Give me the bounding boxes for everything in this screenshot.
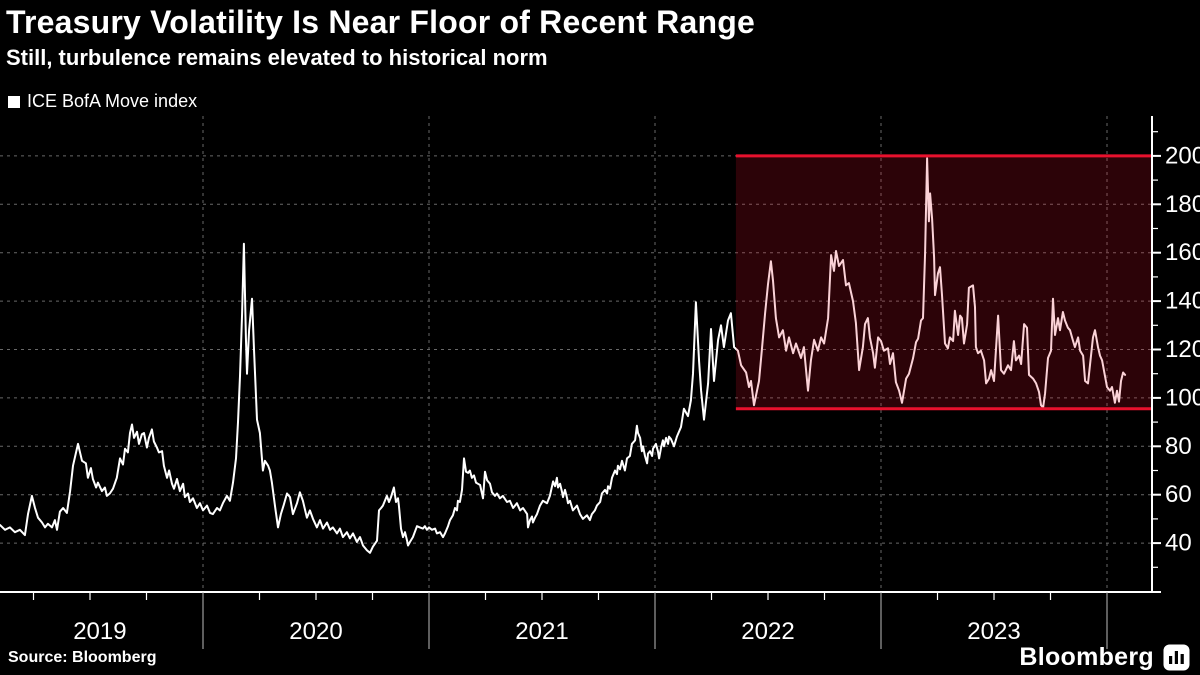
chart-title: Treasury Volatility Is Near Floor of Rec…	[6, 4, 755, 40]
y-axis-tick-label: 60	[1165, 481, 1192, 508]
y-axis-tick-label: 120	[1165, 336, 1200, 363]
x-axis-year-label: 2020	[289, 618, 342, 645]
y-axis-tick-label: 140	[1165, 288, 1200, 315]
recent-range-band	[735, 154, 1152, 411]
legend-label: ICE BofA Move index	[27, 91, 198, 111]
x-axis-year-label: 2022	[741, 618, 794, 645]
band-fill	[735, 155, 1152, 409]
y-axis-tick-label: 40	[1165, 530, 1192, 557]
y-axis-tick-label: 80	[1165, 433, 1192, 460]
y-axis-tick-label: 200	[1165, 142, 1200, 169]
move-index-series-line	[0, 157, 1127, 554]
x-axis-year-label: 2021	[515, 618, 568, 645]
axes: 40 60 80 100 120 140 160 180 200 2019 2020 2021 2022…	[0, 116, 1200, 649]
x-axis-year-label: 2019	[73, 618, 126, 645]
x-axis-year-label: 2023	[967, 618, 1020, 645]
bloomberg-chart-icon	[1163, 644, 1190, 671]
bloomberg-wordmark: Bloomberg	[1019, 643, 1154, 671]
source-label: Source: Bloomberg	[8, 649, 157, 666]
y-axis-tick-label: 100	[1165, 384, 1200, 411]
y-axis-tick-label: 160	[1165, 239, 1200, 266]
bloomberg-logo: Bloomberg	[1019, 643, 1190, 672]
legend-marker-swatch	[8, 95, 20, 108]
legend: ICE BofA Move index	[8, 91, 197, 112]
chart-subtitle: Still, turbulence remains elevated to hi…	[6, 45, 548, 70]
y-axis-tick-label: 180	[1165, 191, 1200, 218]
